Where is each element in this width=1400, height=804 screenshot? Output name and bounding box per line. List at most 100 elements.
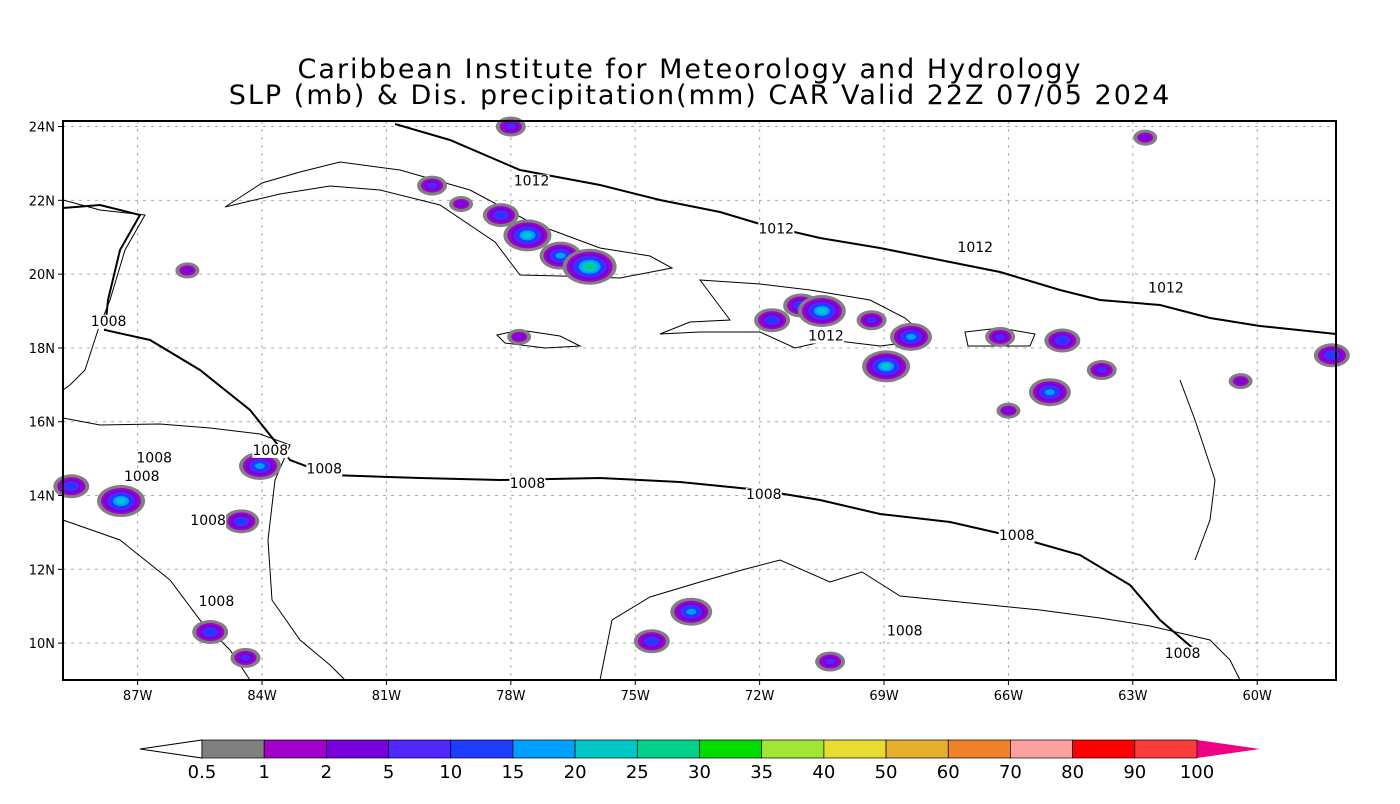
contour-label: 1008 — [999, 528, 1035, 544]
colorbar-swatch — [388, 739, 452, 759]
title-line-1: Caribbean Institute for Meteorology and … — [298, 54, 1083, 85]
colorbar-label: 35 — [750, 762, 773, 783]
colorbar: 0.5 1 2 5 10 15 20 25 30 35 40 50 60 70 80 90 100 — [139, 739, 1260, 783]
lon-tick-label: 60W — [1243, 689, 1273, 704]
precip-cell — [238, 451, 281, 480]
graticule — [63, 121, 1336, 680]
colorbar-swatch — [512, 739, 576, 759]
precip-contour — [866, 317, 877, 324]
contour-labels: 1012 1012 1012 1012 1012 1008 1008 1008 1008 1008… — [90, 174, 1201, 662]
contour-label: 1008 — [91, 314, 127, 330]
colorbar-swatch — [885, 739, 949, 759]
contour-label-bg — [190, 514, 227, 529]
colorbar-label: 70 — [999, 762, 1022, 783]
contour-label-bg — [252, 443, 289, 458]
colorbar-label: 5 — [383, 762, 394, 783]
precip-cell — [1028, 378, 1071, 407]
precip-cell — [996, 402, 1021, 419]
lat-tick-label: 20N — [29, 268, 55, 283]
colorbar-swatch — [326, 739, 389, 759]
contour-label: 1008 — [887, 624, 923, 640]
lat-tick-label: 16N — [29, 416, 55, 431]
contour-label: 1008 — [1165, 646, 1201, 662]
lat-tick-label: 18N — [29, 342, 55, 357]
contour-label-bg — [306, 462, 343, 477]
precip-contour — [116, 498, 127, 505]
contour-label: 1008 — [746, 487, 782, 503]
colorbar-swatch — [263, 739, 327, 759]
precip-contour — [555, 252, 566, 259]
axis-ticks: 24N 22N 20N 18N 16N 14N 12N 10N 87W 84W 81W 78W 75W 7… — [29, 121, 1272, 704]
contour-label-bg — [745, 488, 782, 503]
lat-tick-label: 22N — [29, 194, 55, 209]
colorbar-label: 80 — [1061, 762, 1084, 783]
coast-south-america — [599, 559, 1241, 681]
colorbar-swatch — [636, 739, 700, 759]
precip-cell — [889, 322, 932, 351]
contour-label: 1008 — [253, 443, 289, 459]
colorbar-swatch — [823, 739, 887, 759]
colorbar-label: 50 — [875, 762, 898, 783]
precip-contour — [205, 629, 216, 636]
contour-label: 1008 — [124, 469, 160, 485]
lon-tick-label: 72W — [745, 689, 775, 704]
lat-tick-label: 10N — [29, 637, 55, 652]
lat-tick-label: 24N — [29, 121, 55, 136]
precip-cell — [856, 310, 887, 331]
contour-label-bg — [807, 329, 844, 344]
precip-contour — [1057, 337, 1068, 344]
precip-contour — [182, 267, 193, 274]
precip-cell — [507, 328, 532, 345]
contour-label-bg — [886, 624, 923, 639]
precip-contour — [686, 608, 697, 615]
contour-label: 1012 — [957, 240, 993, 256]
precip-contour — [1003, 407, 1014, 414]
coast-lesser-antilles — [1179, 379, 1216, 561]
lon-tick-label: 75W — [621, 689, 651, 704]
precip-cell — [417, 175, 448, 196]
lon-tick-label: 87W — [123, 689, 153, 704]
colorbar-label: 1 — [258, 762, 269, 783]
precip-cell — [1228, 373, 1253, 390]
contour-label-bg — [123, 469, 160, 484]
colorbar-under-arrow — [139, 739, 203, 759]
contour-label: 1008 — [136, 450, 172, 466]
contour-label-bg — [136, 451, 173, 466]
colorbar-swatch — [699, 739, 763, 759]
contour-label-bg — [1164, 646, 1201, 661]
precipitation-cells — [53, 116, 1350, 672]
colorbar-label: 30 — [688, 762, 711, 783]
precip-contour — [1326, 352, 1337, 359]
precip-contour — [1096, 367, 1107, 374]
lon-tick-label: 81W — [372, 689, 402, 704]
contour-1008-north — [62, 203, 1196, 651]
precip-contour — [456, 201, 467, 208]
title-line-2: SLP (mb) & Dis. precipitation(mm) CAR Va… — [229, 80, 1172, 111]
contour-label: 1008 — [199, 594, 235, 610]
colorbar-label: 20 — [564, 762, 587, 783]
precip-cell — [53, 474, 90, 499]
colorbar-label: 25 — [626, 762, 649, 783]
precip-contour — [236, 518, 247, 525]
precip-contour — [584, 263, 595, 270]
precip-cell — [1133, 129, 1158, 146]
colorbar-label: 2 — [321, 762, 332, 783]
precip-cell — [449, 196, 474, 213]
precip-contour — [505, 123, 516, 130]
contour-label-bg — [509, 477, 546, 492]
precip-contour — [816, 308, 827, 315]
precip-cell — [862, 350, 911, 383]
precip-cell — [562, 248, 617, 285]
precip-contour — [646, 638, 657, 645]
colorbar-over-arrow — [1197, 740, 1260, 758]
colorbar-label: 0.5 — [188, 762, 217, 783]
precip-contour — [905, 333, 916, 340]
colorbar-swatch — [201, 739, 265, 759]
precip-cell — [482, 203, 519, 228]
colorbar-swatch — [1134, 739, 1198, 759]
colorbar-label: 15 — [501, 762, 524, 783]
contour-label: 1012 — [758, 222, 794, 238]
precip-contour — [1044, 389, 1055, 396]
precip-contour — [881, 363, 892, 370]
